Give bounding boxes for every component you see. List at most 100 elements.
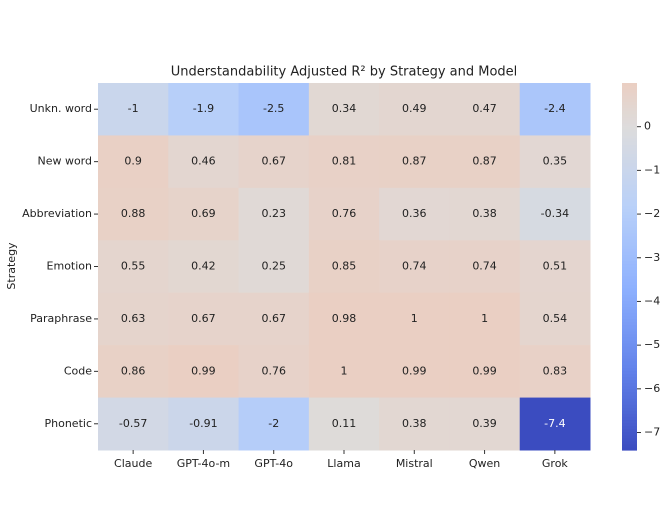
colorbar-segment bbox=[622, 86, 637, 90]
colorbar-segment bbox=[622, 232, 637, 237]
colorbar-segment bbox=[622, 413, 637, 417]
colorbar-segment bbox=[622, 324, 637, 329]
colorbar-segment bbox=[622, 398, 637, 402]
colorbar-segment bbox=[622, 101, 637, 106]
colorbar-segment bbox=[622, 150, 637, 154]
colorbar-segment bbox=[622, 416, 637, 421]
value-label: 0.9 bbox=[124, 155, 142, 168]
x-tick-label: GPT-4o bbox=[254, 457, 293, 470]
colorbar-segment bbox=[622, 141, 637, 145]
colorbar-segment bbox=[622, 131, 637, 136]
x-tick-label: Grok bbox=[542, 457, 569, 470]
heatmap-cell bbox=[238, 83, 310, 136]
heatmap-cell bbox=[449, 397, 521, 451]
colorbar-segment bbox=[622, 404, 637, 408]
heatmap-cell bbox=[308, 83, 380, 136]
value-label: 0.46 bbox=[191, 155, 216, 168]
colorbar-segment bbox=[622, 113, 637, 118]
colorbar-segment bbox=[622, 180, 637, 185]
heatmap-cell bbox=[519, 187, 591, 241]
heatmap-cell bbox=[168, 83, 240, 136]
colorbar-segment bbox=[622, 257, 637, 261]
value-label: 0.69 bbox=[191, 207, 216, 220]
value-label: 1 bbox=[481, 312, 488, 325]
colorbar-segment bbox=[622, 346, 637, 350]
heatmap-cell bbox=[308, 135, 380, 189]
heatmap-cell bbox=[519, 83, 591, 136]
colorbar-segment bbox=[622, 92, 637, 96]
value-label: 0.47 bbox=[472, 102, 497, 115]
value-label: 0.86 bbox=[121, 364, 146, 377]
colorbar-segment bbox=[622, 278, 637, 283]
value-label: -1.9 bbox=[193, 102, 214, 115]
colorbar-segment bbox=[622, 116, 637, 121]
x-tick-label: GPT-4o-m bbox=[177, 457, 230, 470]
y-tick-label: Emotion bbox=[47, 260, 92, 273]
colorbar-segment bbox=[622, 183, 637, 188]
heatmap-cell bbox=[519, 345, 591, 399]
colorbar-segment bbox=[622, 388, 637, 393]
colorbar-segment bbox=[622, 306, 637, 310]
colorbar-segment bbox=[622, 248, 637, 252]
value-label: 1 bbox=[341, 364, 348, 377]
value-label: 0.81 bbox=[332, 155, 357, 168]
value-label: 0.35 bbox=[543, 155, 568, 168]
heatmap-cell bbox=[168, 240, 240, 294]
chart-title: Understandability Adjusted R² by Strateg… bbox=[171, 65, 518, 80]
value-label: 0.25 bbox=[261, 260, 286, 273]
heatmap-cell bbox=[238, 240, 310, 294]
colorbar-segment bbox=[622, 202, 637, 206]
heatmap-cell bbox=[98, 187, 169, 241]
colorbar-tick-label: −2 bbox=[644, 207, 660, 220]
value-label: 0.88 bbox=[121, 207, 146, 220]
colorbar-tick-label: −5 bbox=[644, 338, 660, 351]
value-label: 0.98 bbox=[332, 312, 357, 325]
colorbar-segment bbox=[622, 245, 637, 249]
colorbar-segment bbox=[622, 83, 637, 87]
colorbar-segment bbox=[622, 391, 637, 396]
colorbar-segment bbox=[622, 309, 637, 313]
colorbar-tick-label: −6 bbox=[644, 382, 660, 395]
colorbar-segment bbox=[622, 260, 637, 265]
colorbar-segment bbox=[622, 370, 637, 375]
value-label: 0.38 bbox=[402, 417, 427, 430]
colorbar-segment bbox=[622, 95, 637, 99]
heatmap-cell bbox=[519, 240, 591, 294]
value-label: 0.74 bbox=[402, 260, 427, 273]
value-label: 0.39 bbox=[472, 417, 497, 430]
colorbar-segment bbox=[622, 443, 637, 448]
heatmap-cell bbox=[308, 240, 380, 294]
value-label: -1 bbox=[128, 102, 139, 115]
y-tick-label: Code bbox=[64, 364, 92, 377]
x-tick-label: Mistral bbox=[396, 457, 433, 470]
heatmap-cell bbox=[98, 292, 169, 346]
heatmap-cell bbox=[379, 345, 450, 399]
colorbar-segment bbox=[622, 425, 637, 430]
colorbar-segment bbox=[622, 373, 637, 378]
colorbar-segment bbox=[622, 171, 637, 176]
value-label: 0.55 bbox=[121, 260, 146, 273]
heatmap-cell bbox=[168, 397, 240, 451]
value-label: 0.87 bbox=[472, 155, 497, 168]
colorbar-segment bbox=[622, 349, 637, 353]
colorbar-segment bbox=[622, 275, 637, 280]
colorbar-segment bbox=[622, 186, 637, 191]
heatmap-cell bbox=[98, 345, 169, 399]
colorbar-segment bbox=[622, 358, 637, 362]
value-label: -7.4 bbox=[544, 417, 565, 430]
colorbar-segment bbox=[622, 147, 637, 151]
colorbar-segment bbox=[622, 242, 637, 246]
colorbar-segment bbox=[622, 165, 637, 170]
colorbar-segment bbox=[622, 220, 637, 225]
colorbar-segment bbox=[622, 431, 637, 436]
value-label: -0.34 bbox=[541, 207, 569, 220]
y-tick-label: Phonetic bbox=[45, 417, 93, 430]
y-tick-label: New word bbox=[37, 155, 92, 168]
heatmap-cell bbox=[238, 397, 310, 451]
value-label: 0.49 bbox=[402, 102, 427, 115]
colorbar-segment bbox=[622, 321, 637, 326]
value-label: -2.4 bbox=[544, 102, 565, 115]
colorbar-segment bbox=[622, 327, 637, 332]
colorbar-segment bbox=[622, 339, 637, 344]
colorbar-tick-label: −4 bbox=[644, 294, 660, 307]
